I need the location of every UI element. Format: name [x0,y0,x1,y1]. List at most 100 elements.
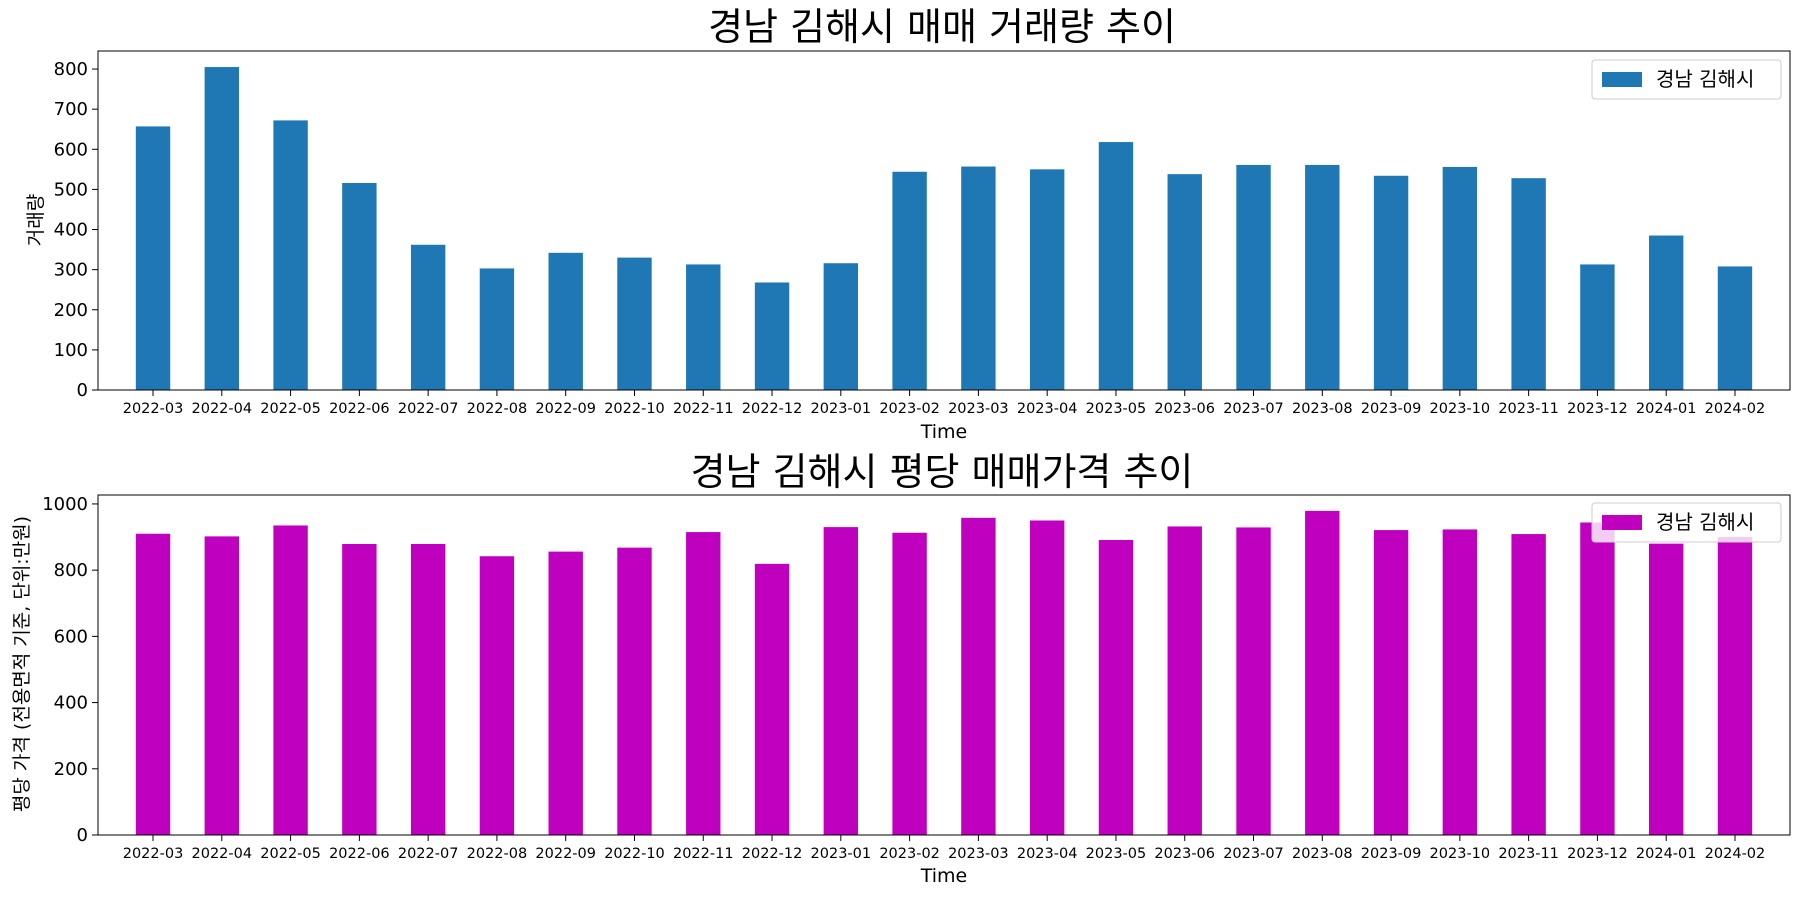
y-ticks: 0 200 400 600 800 1000 [42,494,98,846]
x-tick-label: 2022-07 [398,846,459,862]
legend-label: 경남 김해시 [1656,67,1754,91]
chart-title: 경남 김해시 매매 거래량 추이 [708,5,1176,49]
chart-price: 경남 김해시 평당 매매가격 추이 0 200 400 600 800 1000 2022… [11,450,1791,887]
y-tick-label: 600 [54,626,88,647]
bar-2023-04 [1029,169,1065,390]
chart-volume: 경남 김해시 매매 거래량 추이 0 100 200 300 400 500 600 700 8… [25,5,1791,443]
x-tick-label: 2022-08 [467,846,528,862]
bar-2022-07 [410,544,446,835]
x-tick-label: 2022-09 [535,401,596,417]
bar-2023-10 [1442,529,1478,835]
bar-2023-04 [1029,520,1065,835]
legend-swatch [1602,515,1642,530]
x-tick-label: 2022-09 [535,846,596,862]
y-axis-label: 평당 가격 (전용면적 기준, 단위:만원) [11,516,33,812]
x-tick-label: 2023-01 [811,846,872,862]
bar-2022-03 [135,533,171,835]
bar-2022-04 [204,67,239,391]
x-tick-label: 2023-08 [1292,401,1353,417]
y-tick-label: 300 [54,260,88,281]
x-tick-label: 2023-04 [1017,846,1078,862]
x-tick-label: 2023-05 [1086,846,1147,862]
x-tick-label: 2022-07 [398,401,459,417]
y-axis-label: 거래량 [25,194,47,246]
x-tick-label: 2023-10 [1430,846,1491,862]
x-tick-label: 2022-08 [467,401,528,417]
bar-2023-12 [1580,264,1615,390]
x-tick-label: 2022-10 [604,846,665,862]
x-tick-label: 2023-02 [879,846,940,862]
legend-box [1591,59,1782,100]
bar-2023-09 [1373,175,1409,390]
x-tick-label: 2023-10 [1430,401,1491,417]
x-tick-label: 2023-12 [1567,846,1628,862]
bar-2024-01 [1649,235,1684,390]
bar-2023-01 [823,263,859,390]
x-tick-label: 2023-01 [811,401,872,417]
y-tick-label: 800 [54,560,88,581]
x-tick-label: 2022-04 [192,401,253,417]
bar-2022-11 [686,264,721,390]
x-tick-label: 2024-01 [1636,401,1697,417]
bar-2024-02 [1717,537,1753,835]
bar-2023-05 [1098,540,1134,835]
x-tick-label: 2022-03 [123,846,184,862]
y-tick-label: 200 [54,759,88,780]
bar-2023-12 [1580,522,1615,835]
bar-2023-08 [1305,510,1340,835]
bar-2023-10 [1442,166,1478,390]
x-tick-label: 2023-02 [879,401,940,417]
x-tick-label: 2024-01 [1636,846,1697,862]
bar-2023-03 [961,517,996,835]
y-tick-label: 0 [77,825,88,846]
x-tick-label: 2024-02 [1705,401,1766,417]
bar-2023-06 [1167,526,1202,835]
legend: 경남 김해시 [1591,502,1782,543]
y-tick-label: 400 [54,220,88,241]
y-tick-label: 100 [54,340,88,361]
x-tick-label: 2022-10 [604,401,665,417]
x-tick-label: 2024-02 [1705,846,1766,862]
x-tick-label: 2022-06 [329,846,390,862]
bar-2023-05 [1098,142,1134,390]
bar-2022-07 [410,244,446,390]
y-tick-label: 0 [77,380,88,401]
x-tick-label: 2022-11 [673,846,734,862]
bar-2024-01 [1649,543,1684,835]
bar-2022-04 [204,536,239,835]
x-tick-label: 2022-05 [260,846,321,862]
bar-2022-05 [273,525,308,835]
x-tick-label: 2023-12 [1567,401,1628,417]
bar-2022-06 [342,182,377,390]
bar-2023-02 [892,532,927,835]
legend-box [1591,502,1782,543]
x-tick-label: 2022-12 [742,401,803,417]
x-tick-label: 2023-03 [948,401,1009,417]
x-tick-label: 2023-08 [1292,846,1353,862]
x-tick-label: 2023-09 [1361,401,1422,417]
y-tick-label: 600 [54,139,88,160]
bar-2023-08 [1305,164,1340,390]
x-tick-label: 2022-12 [742,846,803,862]
x-tick-label: 2022-05 [260,401,321,417]
x-tick-label: 2023-11 [1498,846,1559,862]
x-tick-label: 2023-03 [948,846,1009,862]
x-tick-label: 2023-09 [1361,846,1422,862]
bar-2023-11 [1511,178,1546,390]
bar-2023-01 [823,527,859,835]
bar-2022-05 [273,120,308,391]
chart-title: 경남 김해시 평당 매매가격 추이 [691,450,1194,494]
bar-2022-03 [135,126,171,391]
bar-2022-08 [479,556,515,835]
plot-frame [97,50,1791,391]
bar-2022-09 [548,551,583,835]
x-tick-label: 2023-04 [1017,401,1078,417]
y-tick-label: 400 [54,693,88,714]
bar-2022-12 [754,282,790,390]
bar-2022-06 [342,544,377,835]
bar-2023-07 [1236,527,1271,835]
x-axis-label: Time [920,865,968,887]
x-ticks: 2022-03 2022-04 2022-05 2022-06 2022-07 2022-… [123,390,1766,417]
x-tick-label: 2022-03 [123,401,184,417]
